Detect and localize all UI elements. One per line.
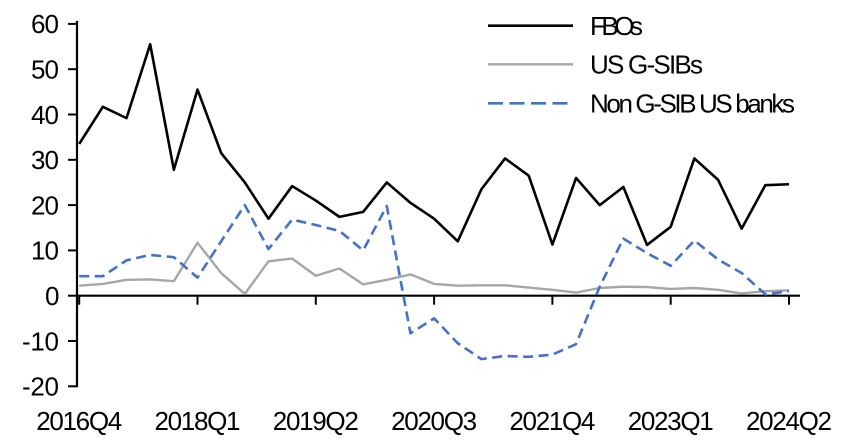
y-tick-label: 10 [31,236,59,266]
series-line-us-g-sibs [79,241,790,296]
y-tick-label: -10 [22,326,59,356]
series-line-non-g-sib-us-banks [79,203,790,361]
y-tick-label: 60 [31,9,59,39]
x-tick-label: 2018Q1 [155,406,241,436]
x-tick-label: 2024Q2 [746,406,832,436]
axis-tick-labels: 60 50 40 30 20 10 0 -10 -20 2016Q4 2018Q1 2019Q2 202… [22,9,832,436]
y-tick-label: -20 [22,372,59,402]
series-line-fbos [78,42,790,247]
y-tick-label: 20 [31,190,59,220]
x-tick-label: 2023Q1 [628,406,714,436]
x-tick-label: 2021Q4 [509,406,595,436]
legend-label: FBOs [590,11,643,41]
y-tick-label: 40 [31,100,59,130]
legend-label: Non G-SIB US banks [590,89,795,119]
legend: FBOs US G-SIBs Non G-SIB US banks [488,11,795,119]
x-tick-label: 2016Q4 [36,406,122,436]
data-series [78,42,790,361]
x-tick-label: 2019Q2 [273,406,359,436]
y-tick-label: 30 [31,145,59,175]
y-tick-label: 50 [31,55,59,85]
x-tick-label: 2020Q3 [391,406,477,436]
legend-label: US G-SIBs [590,50,703,80]
axes [68,20,800,388]
y-tick-label: 0 [45,281,59,311]
